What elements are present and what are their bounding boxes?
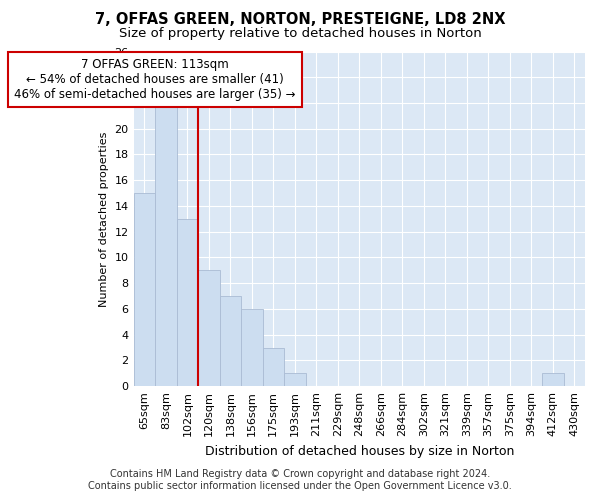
Text: Size of property relative to detached houses in Norton: Size of property relative to detached ho… <box>119 28 481 40</box>
Bar <box>176 219 198 386</box>
Bar <box>542 374 563 386</box>
Bar <box>155 103 176 386</box>
Bar <box>263 348 284 386</box>
Bar <box>241 309 263 386</box>
Bar <box>220 296 241 386</box>
Text: Contains HM Land Registry data © Crown copyright and database right 2024.
Contai: Contains HM Land Registry data © Crown c… <box>88 470 512 491</box>
Text: 7, OFFAS GREEN, NORTON, PRESTEIGNE, LD8 2NX: 7, OFFAS GREEN, NORTON, PRESTEIGNE, LD8 … <box>95 12 505 28</box>
Text: 7 OFFAS GREEN: 113sqm
← 54% of detached houses are smaller (41)
46% of semi-deta: 7 OFFAS GREEN: 113sqm ← 54% of detached … <box>14 58 296 101</box>
Bar <box>284 374 305 386</box>
Bar <box>198 270 220 386</box>
Y-axis label: Number of detached properties: Number of detached properties <box>99 131 109 306</box>
X-axis label: Distribution of detached houses by size in Norton: Distribution of detached houses by size … <box>205 444 514 458</box>
Bar <box>134 193 155 386</box>
